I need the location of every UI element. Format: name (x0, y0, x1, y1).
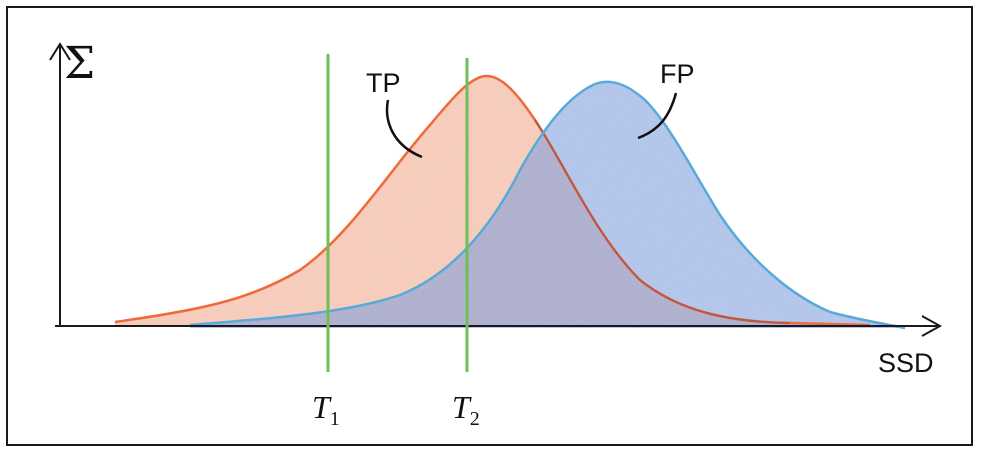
y-axis-label: Σ (64, 38, 95, 89)
fp-distribution-curve (189, 80, 906, 330)
y-axis-arrowhead (49, 42, 71, 61)
tp-distribution-fill (115, 75, 870, 326)
fp-pointer-stroke (637, 92, 678, 140)
fp-distribution-fill (190, 81, 905, 328)
threshold-t1-label: T1 (312, 389, 340, 430)
x-axis-arrowhead (921, 315, 943, 337)
tp-label: TP (366, 68, 401, 98)
tp-curve-overlap (534, 119, 791, 324)
threshold-t2-label: T2 (452, 389, 480, 430)
x-axis-label: SSD (878, 348, 934, 378)
tp-pointer-stroke (385, 99, 423, 159)
fp-label: FP (660, 59, 695, 89)
